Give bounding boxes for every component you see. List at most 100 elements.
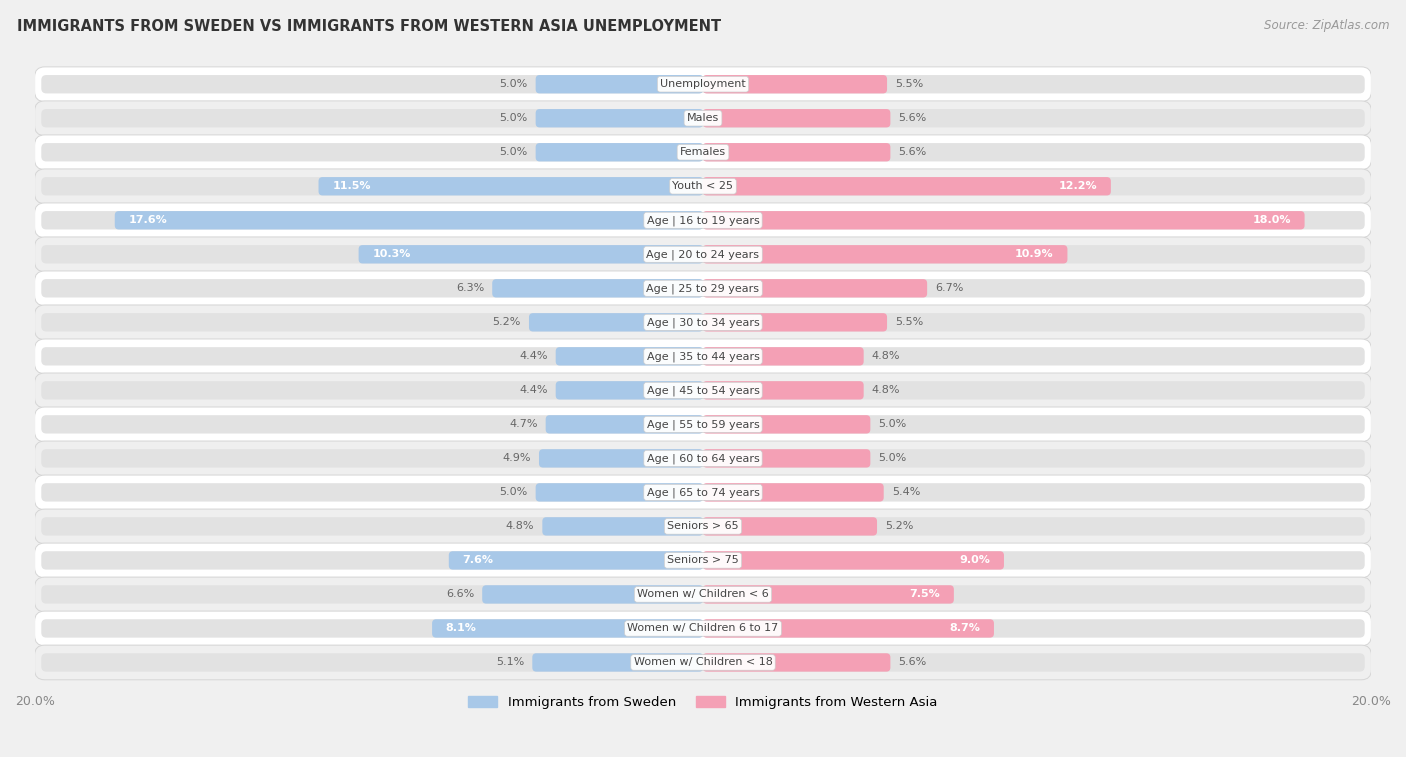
- Text: Seniors > 75: Seniors > 75: [666, 556, 740, 565]
- Text: Age | 60 to 64 years: Age | 60 to 64 years: [647, 453, 759, 463]
- FancyBboxPatch shape: [703, 75, 887, 93]
- FancyBboxPatch shape: [703, 619, 994, 637]
- Text: Age | 25 to 29 years: Age | 25 to 29 years: [647, 283, 759, 294]
- FancyBboxPatch shape: [703, 211, 1305, 229]
- FancyBboxPatch shape: [703, 585, 953, 603]
- Text: Youth < 25: Youth < 25: [672, 181, 734, 192]
- FancyBboxPatch shape: [555, 347, 703, 366]
- FancyBboxPatch shape: [703, 75, 1365, 93]
- FancyBboxPatch shape: [543, 517, 703, 536]
- FancyBboxPatch shape: [703, 415, 870, 434]
- FancyBboxPatch shape: [41, 415, 703, 434]
- Text: IMMIGRANTS FROM SWEDEN VS IMMIGRANTS FROM WESTERN ASIA UNEMPLOYMENT: IMMIGRANTS FROM SWEDEN VS IMMIGRANTS FRO…: [17, 19, 721, 34]
- FancyBboxPatch shape: [41, 313, 703, 332]
- FancyBboxPatch shape: [703, 483, 1365, 502]
- Text: 5.0%: 5.0%: [499, 114, 527, 123]
- FancyBboxPatch shape: [703, 245, 1067, 263]
- Text: 4.9%: 4.9%: [502, 453, 531, 463]
- Text: 5.2%: 5.2%: [884, 522, 914, 531]
- FancyBboxPatch shape: [538, 449, 703, 468]
- FancyBboxPatch shape: [359, 245, 703, 263]
- FancyBboxPatch shape: [35, 203, 1371, 238]
- FancyBboxPatch shape: [432, 619, 703, 637]
- Text: 4.4%: 4.4%: [519, 351, 548, 361]
- Text: 12.2%: 12.2%: [1059, 181, 1097, 192]
- Text: Seniors > 65: Seniors > 65: [668, 522, 738, 531]
- FancyBboxPatch shape: [41, 449, 703, 468]
- Text: 4.8%: 4.8%: [872, 385, 900, 395]
- FancyBboxPatch shape: [35, 339, 1371, 374]
- FancyBboxPatch shape: [703, 653, 890, 671]
- FancyBboxPatch shape: [35, 135, 1371, 170]
- FancyBboxPatch shape: [41, 75, 703, 93]
- Text: 5.4%: 5.4%: [891, 488, 920, 497]
- FancyBboxPatch shape: [449, 551, 703, 569]
- FancyBboxPatch shape: [536, 483, 703, 502]
- FancyBboxPatch shape: [703, 279, 927, 298]
- Text: 6.6%: 6.6%: [446, 590, 474, 600]
- FancyBboxPatch shape: [35, 271, 1371, 306]
- FancyBboxPatch shape: [555, 382, 703, 400]
- Text: 4.4%: 4.4%: [519, 385, 548, 395]
- Legend: Immigrants from Sweden, Immigrants from Western Asia: Immigrants from Sweden, Immigrants from …: [463, 690, 943, 714]
- Text: 5.0%: 5.0%: [499, 148, 527, 157]
- FancyBboxPatch shape: [703, 585, 1365, 603]
- Text: 10.3%: 10.3%: [373, 249, 411, 260]
- Text: 5.5%: 5.5%: [896, 317, 924, 327]
- Text: Women w/ Children < 18: Women w/ Children < 18: [634, 657, 772, 668]
- FancyBboxPatch shape: [536, 75, 703, 93]
- Text: Females: Females: [681, 148, 725, 157]
- FancyBboxPatch shape: [35, 373, 1371, 408]
- FancyBboxPatch shape: [41, 347, 703, 366]
- FancyBboxPatch shape: [703, 449, 870, 468]
- FancyBboxPatch shape: [35, 407, 1371, 441]
- Text: 5.0%: 5.0%: [499, 488, 527, 497]
- Text: 5.2%: 5.2%: [492, 317, 522, 327]
- FancyBboxPatch shape: [703, 619, 1365, 637]
- Text: 5.6%: 5.6%: [898, 148, 927, 157]
- FancyBboxPatch shape: [35, 509, 1371, 544]
- Text: 5.6%: 5.6%: [898, 114, 927, 123]
- FancyBboxPatch shape: [35, 169, 1371, 204]
- Text: 18.0%: 18.0%: [1253, 215, 1291, 226]
- Text: 5.5%: 5.5%: [896, 79, 924, 89]
- Text: 5.6%: 5.6%: [898, 657, 927, 668]
- FancyBboxPatch shape: [703, 517, 877, 536]
- FancyBboxPatch shape: [703, 177, 1111, 195]
- FancyBboxPatch shape: [41, 245, 703, 263]
- FancyBboxPatch shape: [703, 551, 1365, 569]
- Text: Age | 35 to 44 years: Age | 35 to 44 years: [647, 351, 759, 362]
- FancyBboxPatch shape: [41, 619, 703, 637]
- FancyBboxPatch shape: [703, 143, 890, 161]
- Text: Age | 65 to 74 years: Age | 65 to 74 years: [647, 488, 759, 497]
- FancyBboxPatch shape: [482, 585, 703, 603]
- Text: Age | 16 to 19 years: Age | 16 to 19 years: [647, 215, 759, 226]
- FancyBboxPatch shape: [703, 449, 1365, 468]
- FancyBboxPatch shape: [41, 382, 703, 400]
- FancyBboxPatch shape: [35, 237, 1371, 272]
- Text: Age | 30 to 34 years: Age | 30 to 34 years: [647, 317, 759, 328]
- Text: 5.0%: 5.0%: [879, 419, 907, 429]
- FancyBboxPatch shape: [35, 543, 1371, 578]
- FancyBboxPatch shape: [35, 611, 1371, 646]
- FancyBboxPatch shape: [35, 475, 1371, 509]
- Text: 4.8%: 4.8%: [506, 522, 534, 531]
- Text: 7.6%: 7.6%: [463, 556, 494, 565]
- Text: 5.0%: 5.0%: [499, 79, 527, 89]
- Text: 5.0%: 5.0%: [879, 453, 907, 463]
- FancyBboxPatch shape: [703, 313, 887, 332]
- FancyBboxPatch shape: [703, 109, 890, 127]
- FancyBboxPatch shape: [533, 653, 703, 671]
- FancyBboxPatch shape: [35, 441, 1371, 475]
- Text: 8.1%: 8.1%: [446, 624, 477, 634]
- FancyBboxPatch shape: [703, 483, 884, 502]
- FancyBboxPatch shape: [536, 143, 703, 161]
- FancyBboxPatch shape: [115, 211, 703, 229]
- Text: Source: ZipAtlas.com: Source: ZipAtlas.com: [1264, 19, 1389, 32]
- FancyBboxPatch shape: [703, 143, 1365, 161]
- Text: 11.5%: 11.5%: [332, 181, 371, 192]
- FancyBboxPatch shape: [41, 517, 703, 536]
- Text: Males: Males: [688, 114, 718, 123]
- FancyBboxPatch shape: [41, 279, 703, 298]
- FancyBboxPatch shape: [41, 483, 703, 502]
